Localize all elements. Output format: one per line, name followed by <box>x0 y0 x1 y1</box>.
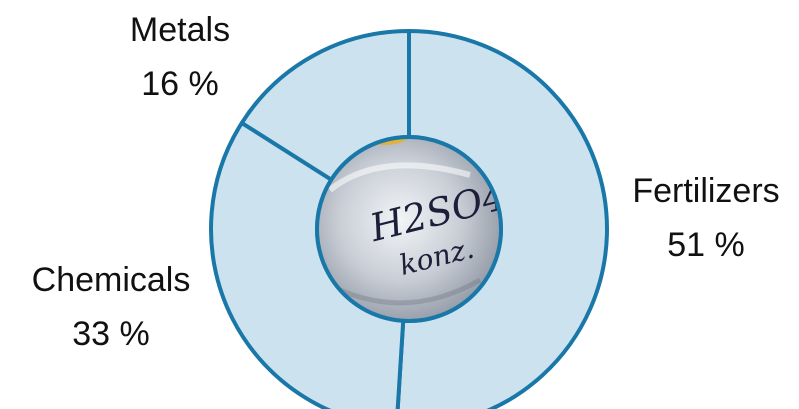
slice-label-chemicals: Chemicals <box>32 261 191 299</box>
flask-photo <box>317 137 501 321</box>
slice-value-metals: 16 % <box>141 65 219 103</box>
slice-value-fertilizers: 51 % <box>667 226 745 264</box>
center-photo: H2SO4 konz. <box>315 135 503 323</box>
slice-label-metals: Metals <box>130 11 230 49</box>
center-ring <box>315 135 503 323</box>
slice-label-fertilizers: Fertilizers <box>632 172 779 210</box>
slice-value-chemicals: 33 % <box>72 315 150 353</box>
